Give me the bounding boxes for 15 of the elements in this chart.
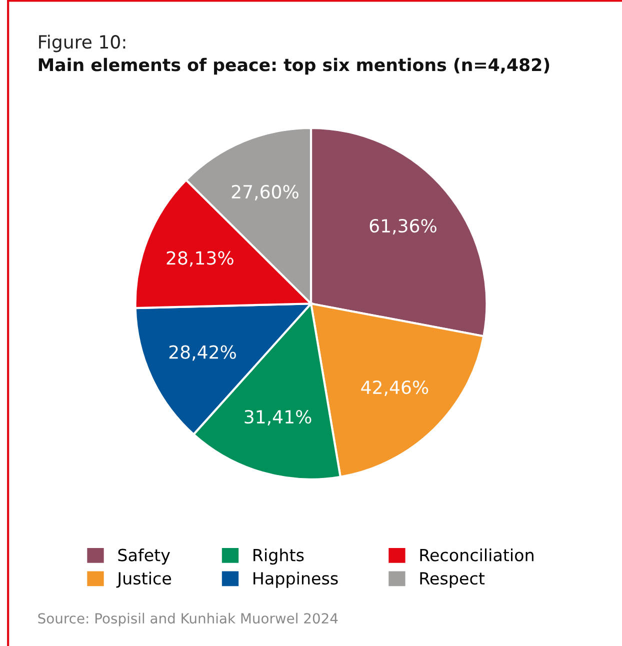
legend-label: Safety	[118, 548, 170, 565]
chart-title: Figure 10:	[39, 34, 126, 52]
data-label: 42,46%	[361, 380, 428, 396]
data-label: 61,36%	[370, 218, 436, 234]
legend-label: Happiness	[254, 572, 338, 588]
legend-label: Justice	[116, 572, 172, 588]
chart-subtitle: Main elements of peace: top six mentions (n=4,482)	[38, 58, 550, 75]
data-label: 31,41%	[244, 410, 312, 426]
legend-label: Reconciliation	[420, 548, 534, 562]
data-label: 28,13%	[166, 251, 234, 267]
legend-label: Rights	[254, 548, 304, 565]
data-label: 27,60%	[232, 184, 298, 200]
source-note: Source: Pospisil and Kunhiak Muorwel 2024	[38, 612, 338, 626]
data-label: 28,42%	[169, 345, 236, 361]
legend-label: Respect	[420, 572, 485, 588]
